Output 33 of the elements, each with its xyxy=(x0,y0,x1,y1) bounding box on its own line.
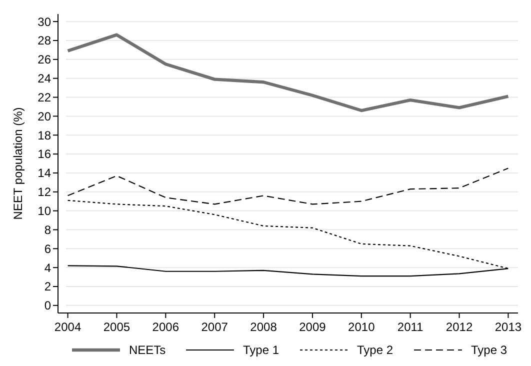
legend-label: NEETs xyxy=(129,343,166,357)
y-tick-label: 0 xyxy=(44,298,52,313)
legend-label: Type 2 xyxy=(357,343,394,357)
y-tick-label: 24 xyxy=(38,72,52,86)
y-tick-label: 18 xyxy=(38,128,52,142)
x-tick-label: 2004 xyxy=(54,320,82,334)
x-tick-label: 2007 xyxy=(201,320,228,334)
y-tick-label: 6 xyxy=(44,242,52,256)
y-tick-label: 28 xyxy=(38,34,52,48)
y-tick-label: 30 xyxy=(38,14,52,29)
y-tick-label: 8 xyxy=(44,222,52,237)
x-tick-label: 2011 xyxy=(397,320,424,334)
x-tick-label: 2010 xyxy=(348,320,376,334)
x-tick-label: 2013 xyxy=(494,320,522,334)
x-tick-label: 2012 xyxy=(446,320,473,334)
x-tick-label: 2008 xyxy=(250,320,278,334)
y-axis-title: NEET population (%) xyxy=(11,107,25,220)
x-tick-label: 2005 xyxy=(103,320,130,334)
line-series xyxy=(67,168,509,205)
y-tick-label: 10 xyxy=(38,204,52,218)
y-tick-label: 14 xyxy=(38,166,52,180)
y-tick-label: 12 xyxy=(38,185,52,200)
y-tick-label: 26 xyxy=(38,52,52,67)
x-tick-label: 2006 xyxy=(152,320,180,334)
line-series xyxy=(66,33,510,112)
y-tick-label: 20 xyxy=(38,109,52,124)
y-tick-label: 16 xyxy=(38,147,52,162)
y-tick-label: 4 xyxy=(44,260,52,275)
x-tick-label: 2009 xyxy=(299,320,326,334)
y-tick-label: 22 xyxy=(38,90,52,104)
y-tick-label: 2 xyxy=(44,280,52,294)
legend-label: Type 3 xyxy=(471,343,508,357)
legend-label: Type 1 xyxy=(243,343,280,357)
